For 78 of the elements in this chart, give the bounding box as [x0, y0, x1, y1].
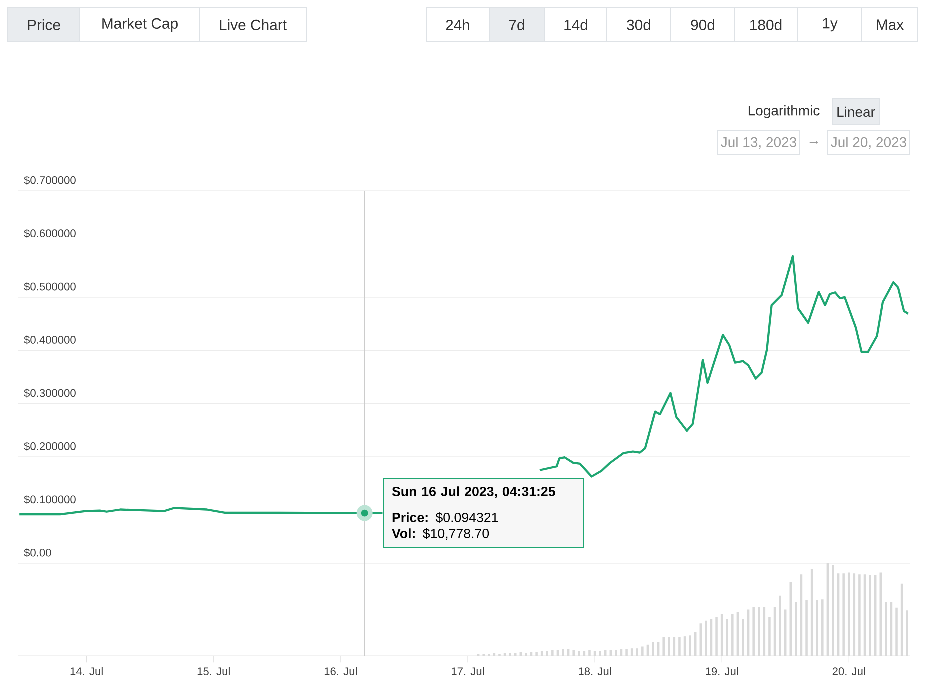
bar [832, 565, 834, 656]
text: Price [28, 20, 60, 30]
bar [742, 618, 744, 656]
text: 7d [509, 20, 524, 30]
y-tick-label: $0.500000 [24, 282, 76, 292]
bar [678, 637, 681, 656]
bar [572, 650, 575, 656]
bar [822, 600, 824, 656]
bar [599, 651, 602, 656]
text: 30d [627, 20, 650, 30]
bar [689, 636, 692, 656]
text: Jul 13, 2023 [721, 137, 797, 149]
y-tick-label: $0.00 [24, 548, 52, 558]
bar [626, 650, 628, 656]
text: Live Chart [220, 20, 287, 30]
bar [906, 610, 908, 656]
bar [504, 653, 506, 656]
bar [896, 608, 898, 656]
annotation: Sun 16 Jul 2023, 04:31:25 [392, 486, 556, 498]
bar [858, 574, 861, 656]
bar [636, 648, 639, 656]
x-tick-label: 18. Jul [579, 667, 612, 676]
bar [493, 653, 496, 656]
bar [525, 653, 528, 656]
bar [768, 617, 771, 656]
bar [552, 650, 554, 656]
annotation: Vol: $10,778.70 [392, 528, 490, 540]
bar [779, 596, 782, 656]
text: Jul 20, 2023 [831, 137, 907, 149]
text: Market Cap [102, 18, 178, 32]
bar [652, 642, 654, 656]
bar [588, 650, 591, 656]
bar [842, 574, 845, 656]
y-tick-label: $0.300000 [24, 388, 76, 398]
y-tick-label: $0.600000 [24, 229, 76, 238]
bar [869, 576, 872, 656]
bar [668, 637, 670, 656]
bar [630, 648, 634, 656]
text: 180d [750, 20, 782, 30]
bar [885, 602, 888, 656]
text: → [810, 141, 818, 144]
x-tick-label: 14. Jul [70, 667, 103, 676]
bar [726, 618, 729, 656]
x-tick-label: 17. Jul [452, 667, 484, 676]
x-tick-label: 16. Jul [324, 667, 357, 676]
bar [642, 646, 644, 656]
text: 14d [564, 20, 588, 30]
bar [662, 637, 665, 656]
y-tick-label: $0.100000 [24, 495, 76, 504]
bar [514, 653, 517, 656]
bar [732, 614, 734, 656]
text: Logarithmic [748, 105, 820, 119]
text: Max [877, 20, 904, 30]
bar [705, 620, 708, 656]
x-tick-label: 20. Jul [832, 667, 866, 676]
bar [795, 602, 798, 656]
text: 1y [823, 18, 838, 32]
x-tick-label: 19. Jul [706, 667, 738, 676]
bar [816, 600, 818, 656]
bar [716, 617, 718, 656]
annotation: Price: $0.094321 [392, 512, 498, 524]
text: 24h [446, 20, 470, 30]
bar [848, 572, 850, 656]
bar [546, 651, 549, 656]
bar [758, 606, 760, 656]
bar [536, 652, 538, 656]
bar [562, 650, 564, 656]
text: 90d [691, 20, 714, 30]
bar [615, 650, 618, 656]
bar [509, 653, 512, 656]
bar [806, 600, 808, 656]
y-tick-label: $0.700000 [24, 176, 76, 185]
bar [578, 651, 580, 656]
bar [752, 606, 755, 656]
y-tick-label: $0.400000 [24, 336, 76, 345]
text: Linear [838, 106, 876, 118]
x-tick-label: 15. Jul [198, 667, 230, 676]
y-tick-label: $0.200000 [24, 442, 76, 452]
